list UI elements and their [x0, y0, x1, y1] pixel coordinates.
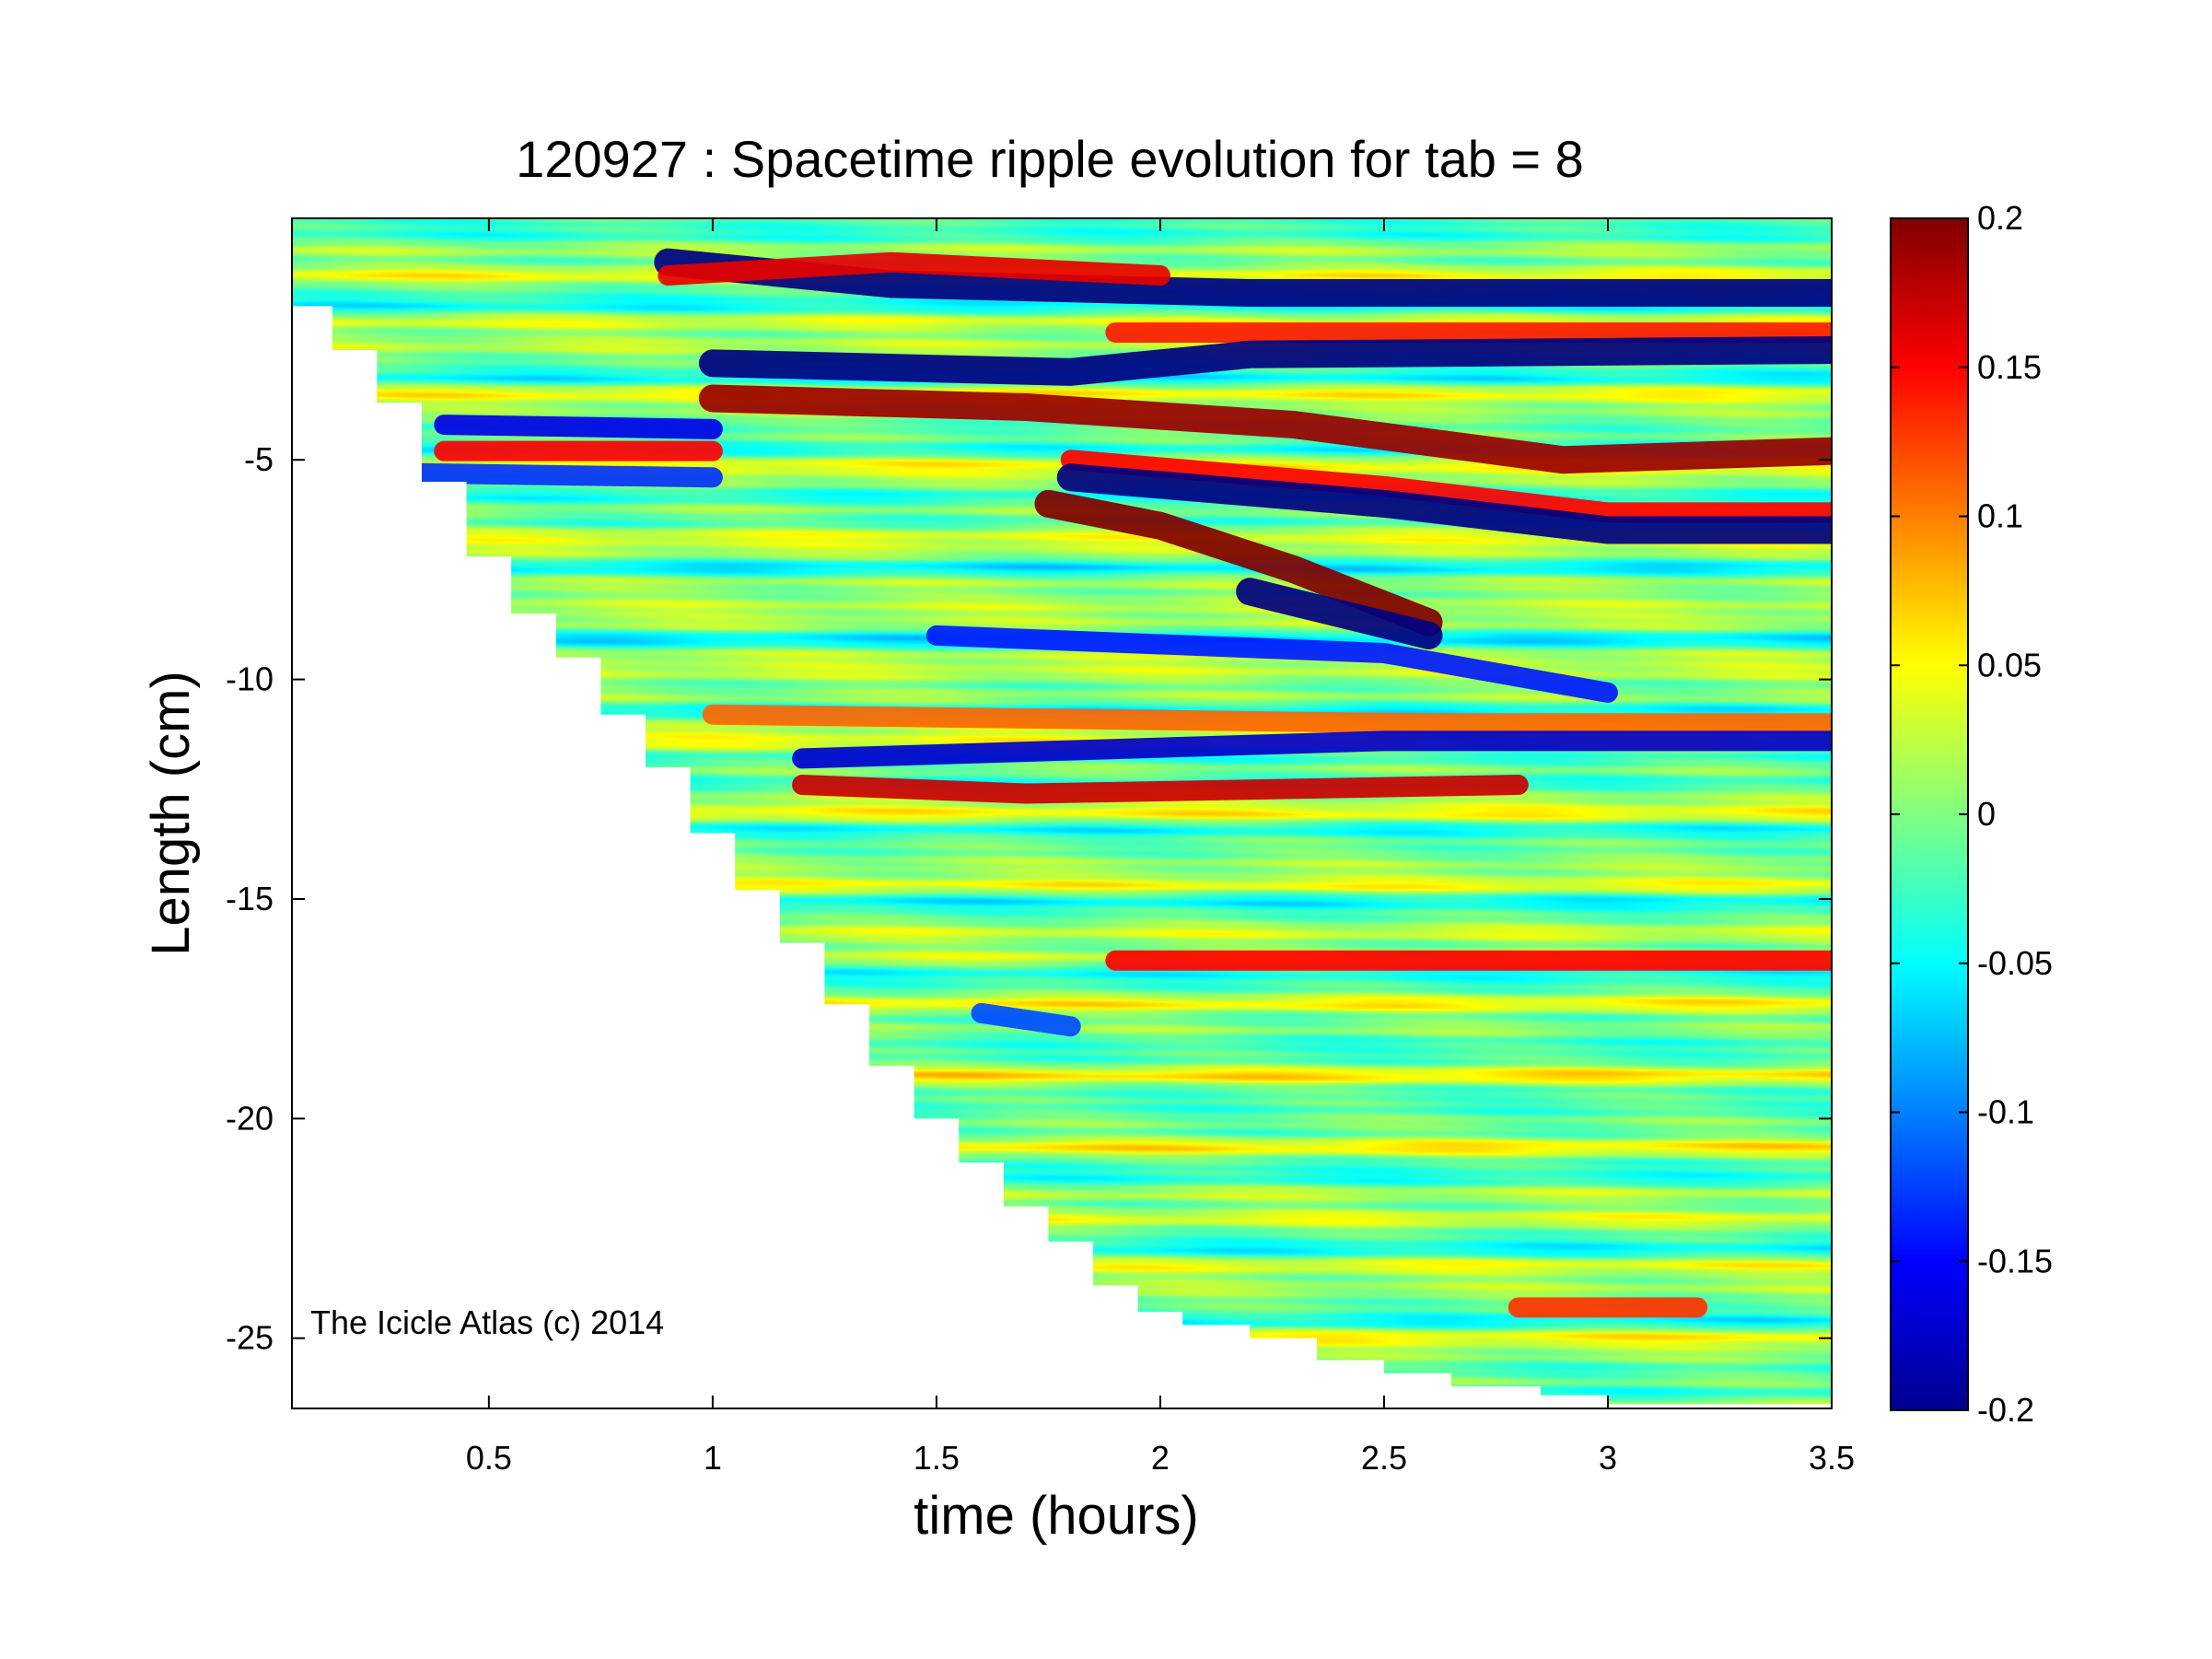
ripple-band-3: [698, 336, 1832, 386]
x-axis-label: time (hours): [914, 1486, 1198, 1546]
ripple-band-5: [434, 415, 723, 439]
y-axis-label: Length (cm): [141, 671, 201, 955]
ripple-band-14: [792, 730, 1832, 769]
x-tick-label: 3: [1599, 1439, 1617, 1477]
colorbar: [1890, 217, 1969, 1411]
ripple-band-7: [389, 462, 723, 488]
colorbar-ticks: 0.2 0.15 0.1 0.05 0 -0.05 -0.1 -0.15 -0.2: [1891, 199, 2053, 1429]
colorbar-tick-label: -0.15: [1977, 1242, 2053, 1279]
x-tick-label: 3.5: [1809, 1439, 1855, 1477]
x-tick-label: 2.5: [1361, 1439, 1407, 1477]
ripple-band-13: [702, 704, 1832, 734]
ripple-band-8: [1060, 450, 1832, 523]
colorbar-tick-label: -0.2: [1977, 1391, 2034, 1429]
ripple-band-4: [698, 384, 1832, 474]
ripple-band-11: [1236, 578, 1443, 649]
x-tick-label: 2: [1151, 1439, 1170, 1477]
ripple-band-1: [658, 251, 1170, 286]
plot-frame: [291, 217, 1833, 1409]
colorbar-tick-label: 0.1: [1977, 497, 2023, 535]
x-tick-label: 1.5: [914, 1439, 960, 1477]
y-axis-ticks: -5 -10 -15 -20 -25: [226, 440, 1832, 1357]
chart-title: 120927 : Spacetime ripple evolution for …: [516, 130, 1584, 188]
no-data-region: [292, 306, 1832, 1408]
colorbar-tick-label: 0.2: [1977, 199, 2023, 237]
colorbar-tick-label: 0: [1977, 795, 1996, 833]
colorbar-tick-label: -0.05: [1977, 944, 2053, 982]
ripple-band-12: [926, 625, 1618, 703]
colorbar-tick-label: 0.15: [1977, 348, 2042, 386]
colorbar-tick-label: 0.05: [1977, 646, 2042, 683]
ripple-band-10: [1034, 489, 1443, 637]
ripple-features: [389, 248, 1832, 1318]
ripple-band-15: [792, 775, 1529, 804]
x-tick-label: 0.5: [466, 1439, 512, 1477]
y-tick-label: -10: [226, 660, 274, 698]
ripple-band-9: [1056, 463, 1832, 544]
x-tick-label: 1: [704, 1439, 722, 1477]
y-tick-label: -5: [244, 440, 274, 478]
ripple-band-18: [971, 1002, 1081, 1037]
y-tick-label: -15: [226, 880, 274, 917]
y-tick-label: -25: [226, 1319, 274, 1357]
copyright-note: The Icicle Atlas (c) 2014: [310, 1303, 664, 1341]
colorbar-tick-label: -0.1: [1977, 1093, 2034, 1131]
y-tick-label: -20: [226, 1099, 274, 1137]
x-axis-ticks: 0.5 1 1.5 2 2.5 3 3.5: [466, 218, 1855, 1477]
